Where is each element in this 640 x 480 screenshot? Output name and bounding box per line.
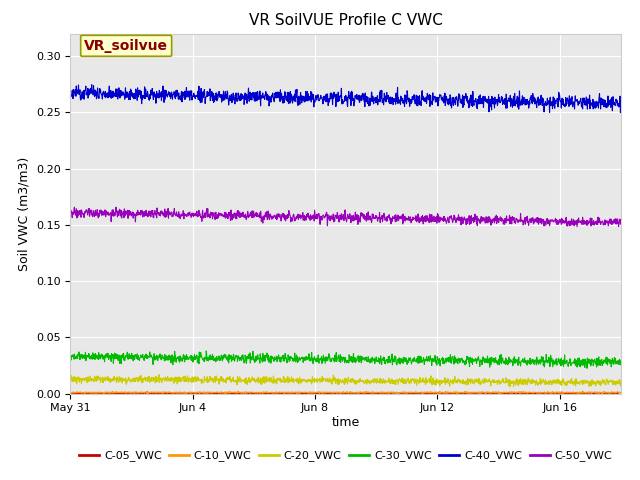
- Legend: C-05_VWC, C-10_VWC, C-20_VWC, C-30_VWC, C-40_VWC, C-50_VWC: C-05_VWC, C-10_VWC, C-20_VWC, C-30_VWC, …: [75, 446, 616, 466]
- Y-axis label: Soil VWC (m3/m3): Soil VWC (m3/m3): [17, 156, 30, 271]
- X-axis label: time: time: [332, 416, 360, 429]
- Title: VR SoilVUE Profile C VWC: VR SoilVUE Profile C VWC: [249, 13, 442, 28]
- Text: VR_soilvue: VR_soilvue: [84, 39, 168, 53]
